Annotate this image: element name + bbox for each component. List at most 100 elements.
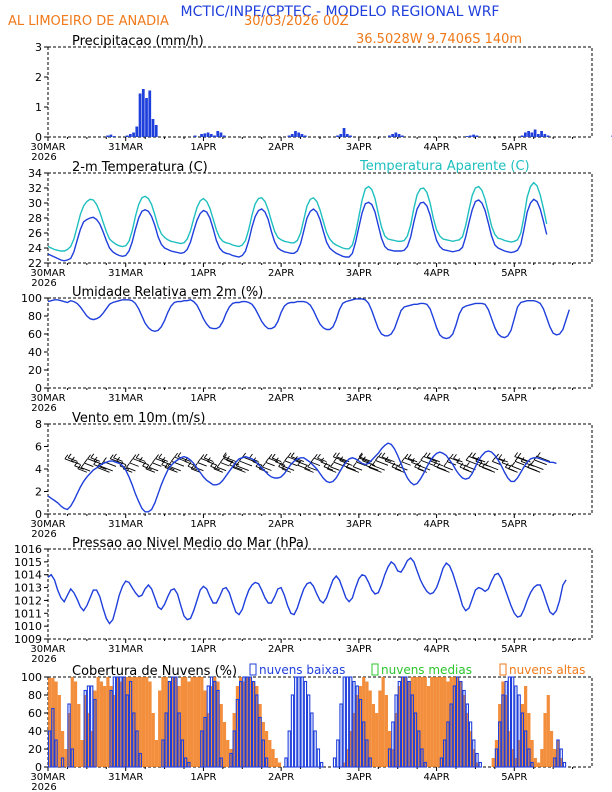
wind-barb — [184, 460, 194, 466]
wind-barb-feather — [310, 457, 315, 463]
wind-barb — [139, 460, 149, 466]
y-tick-label: 20 — [28, 743, 42, 756]
low-cloud-bar — [510, 676, 515, 768]
y-tick-label: 6 — [35, 441, 42, 454]
series-line-1 — [47, 198, 548, 262]
panel-title: Precipitacao (mm/h) — [72, 34, 204, 49]
wind-barb-feather — [281, 461, 285, 466]
high-cloud-bar — [378, 690, 382, 767]
low-cloud-bar — [391, 721, 395, 768]
high-cloud-bar — [342, 762, 346, 767]
precip-bar — [209, 134, 213, 137]
high-cloud-bar — [449, 677, 453, 767]
wind-barb-feather — [478, 461, 483, 467]
high-cloud-bar — [145, 677, 149, 767]
wind-barb-feather — [491, 457, 496, 462]
low-cloud-bar — [423, 761, 427, 768]
precip-bar — [219, 132, 223, 137]
low-cloud-bar — [261, 739, 266, 768]
wind-barb-feather — [265, 458, 270, 463]
low-cloud-bar — [90, 685, 94, 768]
low-cloud-bar — [446, 721, 450, 768]
wind-barb-feather — [530, 460, 535, 465]
high-cloud-bar — [222, 722, 227, 767]
high-cloud-bar — [93, 690, 97, 767]
wind-barb — [320, 461, 330, 466]
wind-barb — [430, 460, 444, 467]
low-cloud-bar — [203, 716, 207, 768]
high-cloud-bar — [86, 713, 91, 767]
wind-barb — [148, 466, 159, 472]
wind-barb-feather — [207, 457, 211, 462]
wind-barb — [171, 460, 185, 467]
high-cloud-bar — [122, 677, 126, 767]
wind-barb-feather — [161, 457, 166, 462]
high-cloud-bar — [404, 677, 408, 767]
wind-barb-feather — [358, 452, 363, 458]
high-cloud-bar — [556, 740, 560, 767]
high-cloud-bar — [375, 713, 379, 767]
high-cloud-bar — [468, 731, 473, 767]
x-tick-label: 5APR — [501, 644, 527, 655]
precip-bar — [520, 135, 524, 137]
precip-bar — [465, 136, 469, 137]
low-cloud-bar — [420, 748, 424, 768]
wind-barb-feather — [80, 463, 85, 468]
wind-barb — [327, 468, 337, 473]
x-tick-label: 3APR — [346, 772, 372, 783]
high-cloud-bar — [546, 695, 550, 767]
precip-bar — [394, 132, 398, 137]
wind-barb — [381, 456, 395, 463]
low-cloud-bar — [119, 676, 123, 768]
wind-barb-feather — [345, 463, 350, 468]
legend-swatch — [249, 663, 257, 676]
wind-barb — [485, 464, 499, 471]
precip-bar — [540, 131, 543, 137]
wind-barb — [223, 456, 236, 462]
y-tick-label: 80 — [28, 689, 42, 702]
wind-barb-feather — [171, 457, 175, 462]
wind-barb — [96, 466, 110, 473]
wind-barb — [330, 466, 340, 471]
y-tick-label: 24 — [28, 242, 42, 255]
high-cloud-bar — [70, 677, 74, 767]
wind-barb-feather — [216, 462, 221, 468]
low-cloud-bar — [494, 748, 499, 768]
high-cloud-bar — [128, 677, 133, 767]
y-tick-label: 40 — [28, 725, 42, 738]
wind-barb — [482, 467, 496, 473]
low-cloud-bar — [245, 676, 249, 768]
low-cloud-bar — [394, 694, 398, 768]
high-cloud-bar — [400, 677, 405, 767]
wind-barb-feather — [71, 456, 75, 462]
low-cloud-bar — [209, 676, 214, 768]
low-cloud-bar — [235, 698, 240, 768]
precip-bar — [527, 131, 530, 137]
high-cloud-bar — [141, 677, 146, 767]
y-tick-label: 0 — [35, 761, 42, 774]
coordinates-label: 36.5028W 9.7406S 140m — [356, 32, 522, 47]
high-cloud-bar — [459, 681, 463, 767]
low-cloud-bar — [167, 680, 172, 768]
series-line-2 — [47, 181, 548, 252]
wind-barb — [514, 456, 528, 462]
wind-barb-feather — [313, 453, 318, 459]
high-cloud-bar — [517, 740, 521, 767]
high-cloud-bar — [245, 677, 249, 767]
wind-barb — [420, 459, 434, 466]
wind-barb-feather — [362, 456, 366, 461]
low-cloud-bar — [248, 676, 253, 768]
precip-bar — [154, 125, 158, 137]
wind-barb-feather — [468, 452, 473, 457]
wind-barb-feather — [223, 454, 227, 459]
wind-barb-feather — [536, 452, 541, 457]
wind-barb-feather — [242, 452, 246, 458]
wind-barb-feather — [394, 464, 399, 470]
high-cloud-bar — [116, 677, 120, 767]
high-cloud-bar — [439, 677, 444, 767]
wind-barb-feather — [368, 463, 373, 468]
precip-bar — [468, 135, 472, 137]
low-cloud-bar — [47, 730, 52, 768]
wind-barb-feather — [145, 464, 150, 470]
x-tick-label: 4APR — [423, 142, 449, 153]
